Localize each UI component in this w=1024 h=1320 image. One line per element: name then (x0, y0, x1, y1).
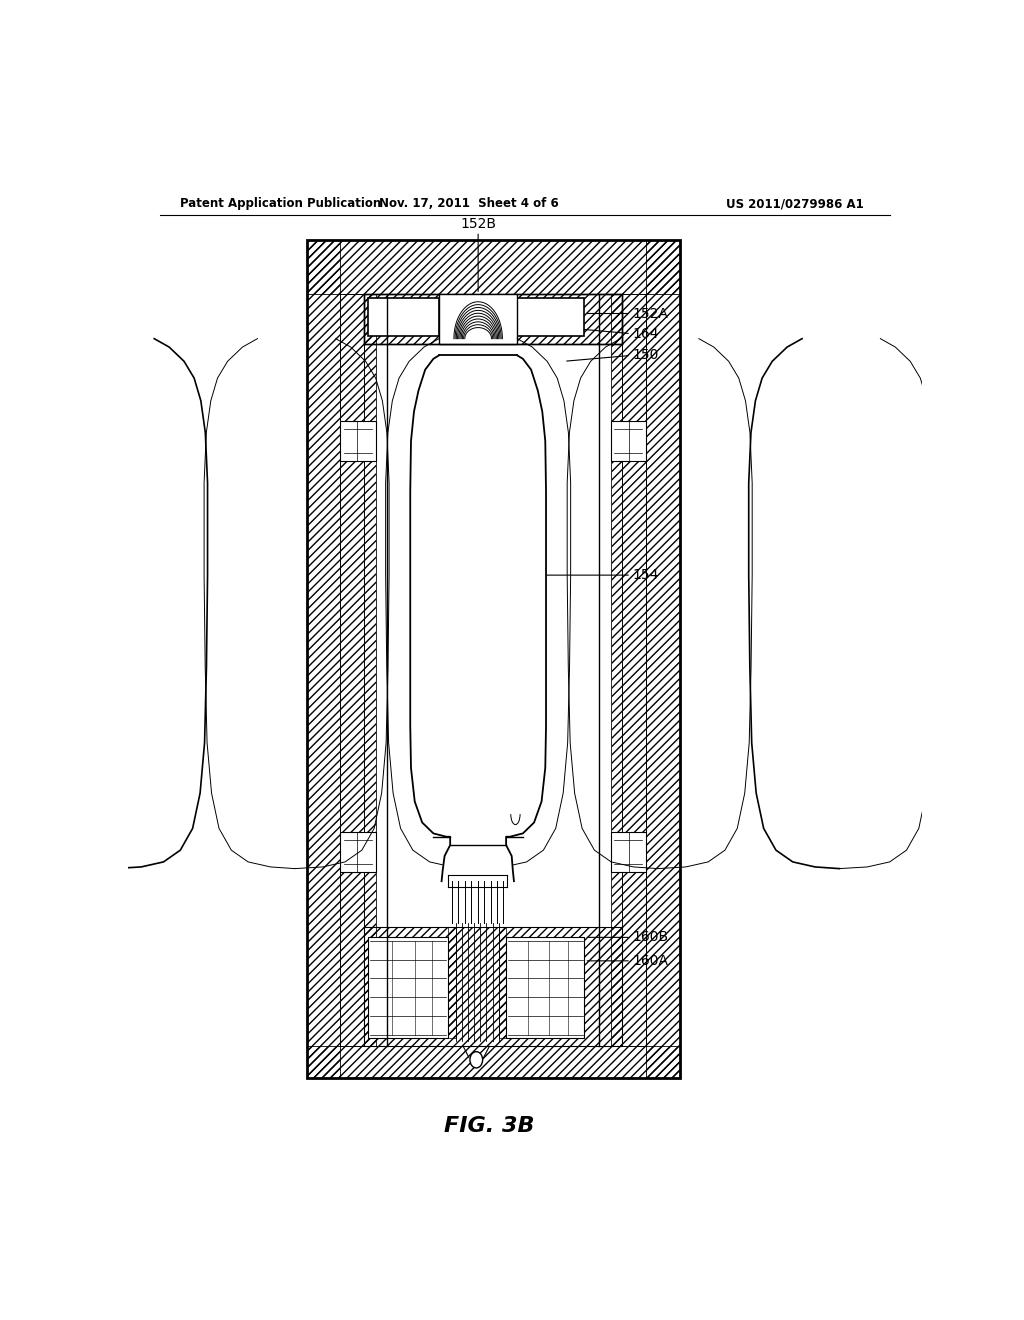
Text: 152A: 152A (633, 306, 669, 321)
Text: 150: 150 (633, 348, 659, 363)
Text: US 2011/0279986 A1: US 2011/0279986 A1 (726, 197, 863, 210)
Text: 152B: 152B (460, 218, 497, 231)
Bar (646, 240, 680, 1078)
Bar (610, 832, 646, 873)
Text: 160B: 160B (633, 931, 669, 944)
Text: Nov. 17, 2011  Sheet 4 of 6: Nov. 17, 2011 Sheet 4 of 6 (379, 197, 559, 210)
Bar (449, 928, 456, 1038)
Circle shape (470, 1052, 482, 1068)
Bar (439, 294, 517, 343)
Bar (306, 240, 680, 294)
Bar (610, 294, 622, 1047)
Bar (368, 937, 449, 1038)
Bar (622, 294, 646, 1047)
Bar (340, 294, 365, 1047)
Bar (365, 294, 622, 343)
Bar (340, 832, 376, 873)
Bar (365, 294, 376, 1047)
Bar (610, 421, 646, 461)
Bar (306, 1047, 680, 1078)
Bar (599, 294, 610, 1047)
Bar (499, 928, 506, 1038)
Polygon shape (411, 355, 546, 882)
Text: FIG. 3B: FIG. 3B (443, 1115, 535, 1135)
Text: 164: 164 (633, 326, 659, 341)
Bar (376, 294, 387, 1047)
Bar (340, 421, 376, 461)
Bar (306, 240, 340, 1078)
Bar (365, 928, 622, 1047)
Text: Patent Application Publication: Patent Application Publication (179, 197, 381, 210)
Text: 154: 154 (633, 568, 659, 582)
Bar (517, 298, 585, 337)
Bar (306, 240, 680, 1078)
Bar (368, 298, 439, 337)
Bar (506, 937, 585, 1038)
Text: 160A: 160A (633, 954, 669, 968)
